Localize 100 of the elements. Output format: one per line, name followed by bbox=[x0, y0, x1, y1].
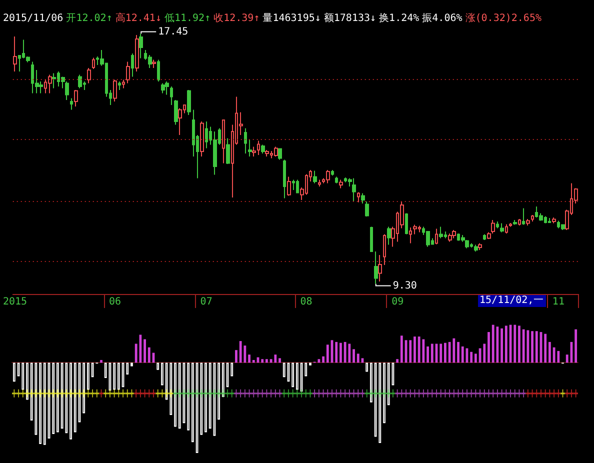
bar bbox=[274, 354, 277, 363]
bar bbox=[261, 359, 264, 363]
candlestick bbox=[283, 159, 286, 199]
candlestick bbox=[157, 59, 160, 82]
candlestick bbox=[152, 59, 156, 69]
bar bbox=[340, 342, 342, 363]
candlestick bbox=[478, 242, 482, 251]
bar bbox=[500, 328, 504, 363]
candlestick bbox=[313, 170, 317, 184]
candlestick bbox=[261, 144, 265, 154]
candlestick bbox=[205, 121, 208, 149]
candlestick bbox=[118, 81, 121, 91]
bar bbox=[130, 362, 133, 366]
bar bbox=[518, 326, 520, 363]
x-tick-label: 11 bbox=[552, 296, 564, 308]
bar bbox=[483, 344, 486, 363]
candlestick bbox=[226, 138, 230, 165]
candlestick bbox=[318, 179, 321, 188]
candlestick bbox=[113, 79, 117, 102]
bar bbox=[448, 342, 451, 363]
candlestick bbox=[439, 226, 443, 239]
candlestick bbox=[405, 212, 408, 235]
candlestick bbox=[126, 61, 130, 84]
bar bbox=[457, 342, 460, 363]
bar bbox=[348, 344, 351, 363]
bar bbox=[574, 329, 578, 363]
text: 低11.92↑ bbox=[164, 13, 211, 24]
candlestick bbox=[496, 221, 499, 229]
bar bbox=[309, 362, 312, 366]
text: 2015/11/06 bbox=[3, 13, 64, 24]
candlestick bbox=[292, 179, 295, 191]
candlestick bbox=[531, 214, 534, 222]
candlestick bbox=[435, 228, 438, 245]
candlestick bbox=[409, 227, 412, 244]
bar bbox=[356, 354, 360, 363]
candlestick bbox=[139, 33, 143, 59]
candlestick bbox=[326, 170, 330, 184]
bar bbox=[452, 338, 456, 363]
candlestick bbox=[518, 218, 521, 226]
candlestick bbox=[413, 224, 417, 235]
candlestick bbox=[374, 251, 378, 284]
candlestick bbox=[48, 74, 52, 94]
text: 高12.41↓ bbox=[115, 13, 162, 24]
bar bbox=[522, 329, 525, 363]
candlestick bbox=[548, 218, 551, 224]
candlestick bbox=[244, 128, 247, 154]
candlestick bbox=[491, 220, 495, 234]
x-tick-label: 07 bbox=[200, 296, 212, 308]
candlestick bbox=[339, 179, 343, 189]
candlestick bbox=[561, 224, 565, 231]
bar bbox=[548, 342, 551, 363]
candlestick bbox=[161, 82, 165, 94]
bar bbox=[335, 342, 338, 363]
x-tick-label: 08 bbox=[300, 296, 312, 308]
candlestick bbox=[287, 176, 291, 196]
bar bbox=[139, 334, 142, 363]
text: 额178133↓ bbox=[324, 13, 376, 24]
candlestick bbox=[365, 201, 369, 218]
candlestick bbox=[74, 90, 78, 108]
candlestick bbox=[200, 121, 204, 158]
candlestick bbox=[378, 254, 382, 282]
bar bbox=[526, 330, 530, 363]
candlestick bbox=[426, 230, 430, 248]
candlestick bbox=[131, 53, 134, 78]
bar bbox=[400, 336, 403, 363]
text: 振4.06% bbox=[422, 13, 462, 24]
bar bbox=[148, 347, 150, 363]
bar bbox=[535, 331, 538, 363]
candlestick bbox=[278, 148, 282, 160]
bar bbox=[239, 341, 242, 363]
candlestick bbox=[509, 222, 512, 228]
candlestick bbox=[274, 146, 278, 158]
bar bbox=[531, 331, 534, 363]
candlestick bbox=[13, 36, 17, 72]
bar bbox=[235, 350, 238, 363]
candlestick bbox=[387, 226, 391, 246]
bar bbox=[440, 344, 442, 363]
bar bbox=[474, 354, 477, 363]
candlestick bbox=[513, 220, 517, 226]
candlestick bbox=[487, 232, 491, 240]
candlestick bbox=[352, 178, 356, 202]
bar bbox=[278, 358, 281, 363]
x-tick-label: 2015 bbox=[2, 296, 28, 308]
bar bbox=[422, 339, 425, 363]
bar bbox=[492, 324, 494, 363]
bar bbox=[252, 360, 255, 363]
text: 涨(0.32)2.65% bbox=[465, 13, 542, 24]
candlestick bbox=[526, 218, 530, 226]
bar bbox=[557, 350, 560, 363]
bar bbox=[326, 344, 329, 363]
candlestick bbox=[500, 222, 504, 233]
candlestick bbox=[335, 176, 338, 184]
bar bbox=[418, 336, 420, 363]
annotation: 17.45 bbox=[158, 26, 188, 38]
bar bbox=[318, 359, 320, 363]
bar bbox=[488, 332, 490, 363]
text: 量1463195↓ bbox=[262, 13, 321, 24]
candlestick bbox=[483, 234, 486, 241]
bar bbox=[514, 324, 516, 363]
candlestick bbox=[448, 233, 452, 242]
